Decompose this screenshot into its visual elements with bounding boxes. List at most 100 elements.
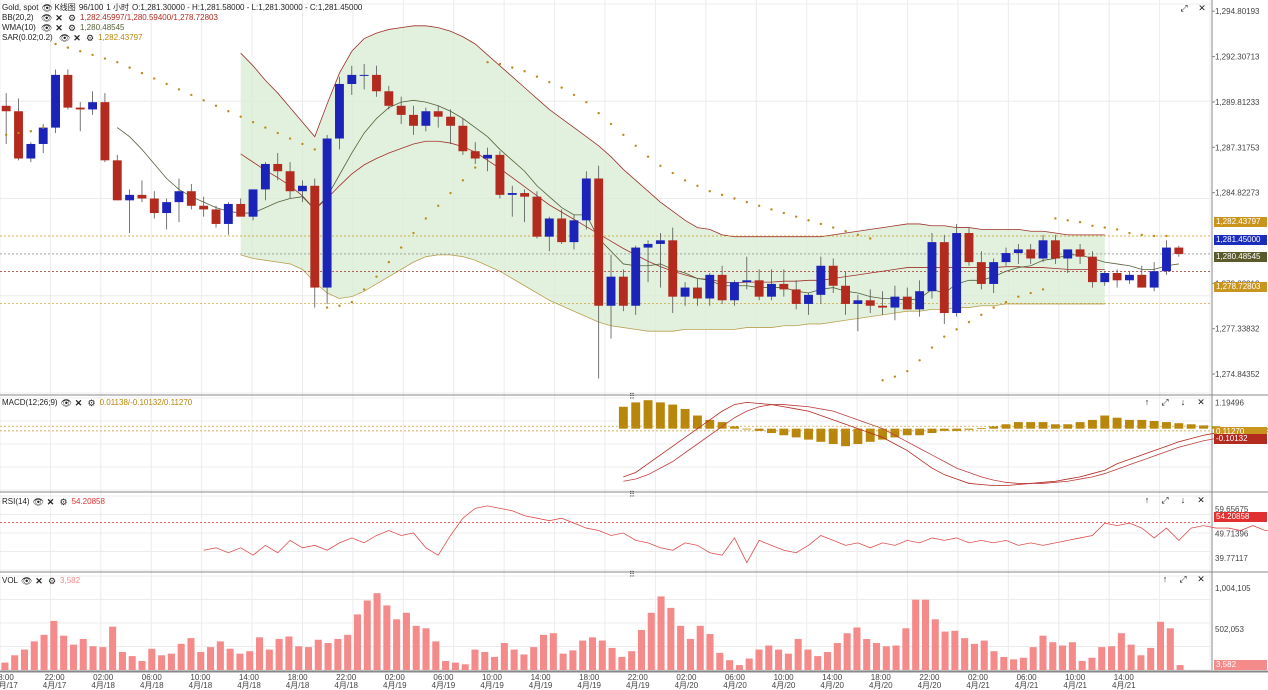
x-tick-date: 4月/19 xyxy=(432,681,456,690)
candle-body xyxy=(495,154,505,195)
macd-histogram-bar xyxy=(730,426,739,429)
y-tick-label: 1,292.30713 xyxy=(1215,53,1260,62)
period-label[interactable]: 1 小时 xyxy=(106,3,129,12)
sar-dot xyxy=(461,179,465,182)
candle-body xyxy=(470,151,480,159)
eye-icon[interactable]: 👁 xyxy=(32,497,44,507)
close-icon[interactable]: ✕ xyxy=(55,23,63,33)
gear-icon[interactable]: ⚙ xyxy=(67,13,77,23)
volume-bar xyxy=(432,641,440,670)
move-down-icon[interactable]: ↓ xyxy=(1180,397,1186,407)
sar-dot xyxy=(288,137,292,140)
gear-icon[interactable]: ⚙ xyxy=(47,576,57,586)
gear-icon[interactable]: ⚙ xyxy=(67,23,77,33)
sar-dot xyxy=(745,200,748,204)
volume-bar xyxy=(1,662,9,670)
close-panel-icon[interactable]: ✕ xyxy=(1198,3,1206,13)
gear-icon[interactable]: ⚙ xyxy=(85,33,95,43)
y-tick-label: 1,287.31753 xyxy=(1215,143,1260,152)
indicator-label: RSI(14) xyxy=(2,497,30,506)
volume-bar xyxy=(128,656,136,670)
eye-icon[interactable]: 👁 xyxy=(41,3,53,13)
candle-body xyxy=(631,247,641,306)
candle-body xyxy=(199,205,209,210)
move-up-icon[interactable]: ↑ xyxy=(1144,495,1150,505)
sar-dot xyxy=(301,142,304,146)
volume-bar xyxy=(50,620,58,670)
sar-dot xyxy=(967,320,971,324)
eye-icon[interactable]: 👁 xyxy=(41,23,53,33)
move-up-icon[interactable]: ↑ xyxy=(1144,397,1150,407)
move-down-icon[interactable]: ↓ xyxy=(1180,495,1186,505)
eye-icon[interactable]: 👁 xyxy=(21,576,33,586)
volume-bar xyxy=(892,645,900,670)
volume-bar xyxy=(647,612,655,670)
rsi-legend: RSI(14) 👁 ✕ ⚙ 54.20858 xyxy=(2,497,108,507)
x-tick-time: 02:00 xyxy=(968,673,989,682)
volume-bar xyxy=(226,648,234,670)
candle-body xyxy=(26,143,36,159)
volume-bar xyxy=(187,638,195,670)
volume-bar xyxy=(461,664,469,670)
sar-dot xyxy=(757,204,761,207)
volume-bar xyxy=(89,646,97,670)
macd-histogram-bar xyxy=(791,428,801,438)
gear-icon[interactable]: ⚙ xyxy=(59,497,68,507)
chart-type-label[interactable]: K线图 xyxy=(54,3,76,12)
volume-bar xyxy=(422,628,430,670)
macd-signal-line xyxy=(623,404,1268,484)
y-tick-label: 1,294.80193 xyxy=(1215,7,1260,16)
close-panel-icon[interactable]: ✕ xyxy=(1197,574,1205,584)
grid-lines xyxy=(0,0,1211,671)
candle-body xyxy=(507,193,517,195)
expand-icon[interactable]: ⤢ xyxy=(1161,495,1169,505)
eye-icon[interactable]: 👁 xyxy=(59,33,71,43)
volume-bar xyxy=(1019,657,1027,670)
sar-dot xyxy=(54,42,57,46)
zoom-label: 96/100 xyxy=(78,3,104,12)
y-tick-label: 1,277.33832 xyxy=(1215,325,1260,334)
resize-handle-icon: ⠿ xyxy=(629,392,635,401)
candle-body xyxy=(532,196,542,237)
volume-bar xyxy=(755,649,763,670)
candle-body xyxy=(483,154,493,159)
sar-dot xyxy=(449,191,452,195)
volume-bar xyxy=(853,627,861,670)
expand-icon[interactable]: ⤢ xyxy=(1180,3,1188,13)
volume-bar xyxy=(1088,657,1096,670)
sar-dot xyxy=(770,208,773,211)
candle-body xyxy=(828,265,838,286)
close-icon[interactable]: ✕ xyxy=(35,576,43,586)
sar-dot xyxy=(535,75,539,78)
candle-body xyxy=(174,191,184,203)
sar-dot xyxy=(239,115,242,118)
close-icon[interactable]: ✕ xyxy=(55,13,63,23)
eye-icon[interactable]: 👁 xyxy=(41,13,53,23)
sar-dot xyxy=(79,50,82,53)
close-icon[interactable]: ✕ xyxy=(73,33,81,43)
close-icon[interactable]: ✕ xyxy=(46,497,55,507)
candle-body xyxy=(791,289,801,304)
close-panel-icon[interactable]: ✕ xyxy=(1197,397,1205,407)
sar-dot xyxy=(1091,224,1094,227)
sar-dot xyxy=(153,77,156,80)
sar-dot xyxy=(227,110,230,113)
move-up-icon[interactable]: ↑ xyxy=(1162,574,1168,584)
x-tick-time: 18:00 xyxy=(579,673,600,682)
volume-bar xyxy=(951,630,959,670)
ohlc-readout: O:1,281.30000 - H:1,281.58000 - L:1,281.… xyxy=(131,3,363,12)
close-panel-icon[interactable]: ✕ xyxy=(1197,495,1205,505)
x-tick-time: 14:00 xyxy=(822,673,843,682)
candle-body xyxy=(347,74,357,84)
expand-icon[interactable]: ⤢ xyxy=(1161,397,1169,407)
sar-dot xyxy=(1165,234,1168,238)
volume-bar xyxy=(872,643,881,670)
candle-body xyxy=(297,185,307,192)
gear-icon[interactable]: ⚙ xyxy=(87,398,96,408)
close-icon[interactable]: ✕ xyxy=(74,398,83,408)
sar-dot xyxy=(930,346,934,349)
expand-icon[interactable]: ⤢ xyxy=(1179,574,1187,584)
eye-icon[interactable]: 👁 xyxy=(60,398,73,408)
sar-dot xyxy=(264,126,267,129)
